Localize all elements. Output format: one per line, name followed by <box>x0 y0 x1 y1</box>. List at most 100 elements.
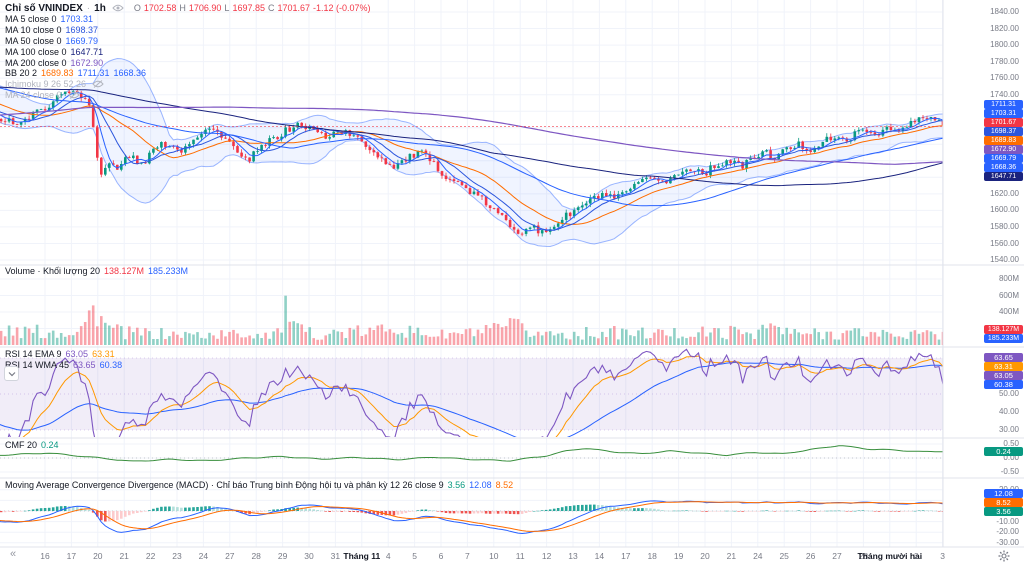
symbol-title-row[interactable]: Chỉ số VNINDEX · 1h O 1702.58 H 1706.90 L 169… <box>5 2 371 14</box>
indicator-value: 8.52 <box>495 480 514 491</box>
eye-off-icon[interactable] <box>92 80 104 89</box>
axis-price-chip: 63.05 <box>984 371 1023 381</box>
time-axis-label[interactable]: 4 <box>385 551 391 561</box>
time-axis-label[interactable]: 5 <box>412 551 417 561</box>
double-chevron-icon[interactable]: « <box>10 548 17 560</box>
time-axis-label[interactable]: 31 <box>330 551 341 561</box>
time-axis-label[interactable]: 7 <box>465 551 470 561</box>
eye-off-icon[interactable] <box>67 91 80 99</box>
time-axis-label[interactable]: 23 <box>172 551 182 561</box>
axis-tick-label: 1840.00 <box>990 7 1019 16</box>
time-axis-label[interactable]: 16 <box>40 551 50 561</box>
time-axis-label[interactable]: 26 <box>805 551 816 561</box>
ohlc-key: C <box>267 3 275 13</box>
time-axis-label[interactable]: 17 <box>66 551 77 561</box>
axis-price-chip: 185.233M <box>984 333 1023 343</box>
chevron-down-icon <box>8 371 15 376</box>
time-axis-label[interactable]: 14 <box>594 551 605 561</box>
axis-tick-label: -30.00 <box>996 537 1019 547</box>
axis-price-chip: 1668.36 <box>984 162 1023 172</box>
time-axis-label[interactable]: 2 <box>913 551 919 561</box>
indicator-value: 3.56 <box>447 480 466 491</box>
time-axis-label[interactable]: 11 <box>515 551 525 561</box>
time-axis-label[interactable]: 18 <box>647 551 657 561</box>
axis-tick-label: 0.00 <box>1003 453 1019 462</box>
time-axis-label[interactable]: 21 <box>119 551 129 561</box>
symbol-title[interactable]: Chỉ số VNINDEX <box>5 2 83 14</box>
macd-label: Moving Average Convergence Divergence (M… <box>5 480 444 491</box>
time-axis-label[interactable]: 12 <box>541 551 552 561</box>
time-axis-label[interactable]: 22 <box>145 551 156 561</box>
axis-tick-label: 40.00 <box>998 407 1019 416</box>
axis-price-chip: 1701.67 <box>984 117 1023 127</box>
time-axis-label[interactable]: 6 <box>438 551 444 561</box>
axis-tick-label: 1760.00 <box>990 73 1019 83</box>
time-axis-label[interactable]: 19 <box>673 551 684 561</box>
indicator-row-cmf[interactable]: CMF 20 0.24 <box>5 440 59 451</box>
change-value: -1.12 (-0.07%) <box>313 3 371 13</box>
indicator-row-macd[interactable]: Moving Average Convergence Divergence (M… <box>5 480 513 491</box>
ohlc-value: 1701.67 <box>277 3 311 13</box>
axis-price-chip: 0.24 <box>984 446 1023 456</box>
time-axis-label[interactable]: 24 <box>198 551 209 561</box>
indicator-row[interactable]: Ichimoku 9 26 52 26 <box>5 79 371 90</box>
volume-label: Volume · Khối lượng 20 <box>5 266 100 277</box>
axis-tick-label: 1580.00 <box>990 221 1019 231</box>
time-axis-label[interactable]: 28 <box>251 551 261 561</box>
rsi1-label: RSI 14 EMA 9 <box>5 349 62 360</box>
time-axis-label[interactable]: 28 <box>858 551 869 561</box>
time-axis-settings-button[interactable] <box>997 549 1011 563</box>
macd-pane-legend: Moving Average Convergence Divergence (M… <box>5 480 513 491</box>
indicator-value: 0.24 <box>41 440 59 451</box>
eye-icon[interactable] <box>112 4 124 12</box>
time-axis-label[interactable]: 20 <box>700 551 710 561</box>
indicator-value: 1672.90 <box>70 57 104 68</box>
indicator-value: 1711.31 <box>77 68 110 79</box>
time-axis-label[interactable]: 21 <box>726 551 737 561</box>
time-axis-label[interactable]: 3 <box>940 551 945 561</box>
title-separator: · <box>86 2 91 14</box>
time-axis-month-label[interactable]: Tháng 11 <box>343 551 381 561</box>
axis-price-chip: 12.08 <box>984 489 1023 498</box>
axis-tick-label: 400M <box>998 307 1019 316</box>
time-axis-label[interactable]: 25 <box>779 551 789 561</box>
time-axis-label[interactable]: 17 <box>621 551 631 561</box>
pane-maximize-button[interactable] <box>4 366 19 381</box>
indicator-value: 12.08 <box>469 480 492 491</box>
indicator-row[interactable]: MA 100 close 0 1647.71 <box>5 46 371 57</box>
ohlc-value: 1697.85 <box>232 3 265 13</box>
rsi2-label: RSI 14 WMA 45 <box>5 360 70 371</box>
axis-tick-label: 1600.00 <box>990 205 1019 215</box>
time-axis-label[interactable]: 27 <box>832 551 842 561</box>
axis-tick-label: -20.00 <box>996 527 1019 537</box>
indicator-value: 1669.79 <box>65 35 99 46</box>
axis-tick-label: -0.50 <box>1000 467 1019 476</box>
time-axis-label[interactable]: 29 <box>277 551 288 561</box>
interval-selector[interactable]: 1h <box>94 2 106 14</box>
time-axis-label[interactable]: 20 <box>93 551 103 561</box>
time-axis-month-label[interactable]: Tháng mười hai <box>857 551 923 561</box>
indicator-row-rsi-2[interactable]: RSI 14 WMA 45 63.65 60.38 <box>5 360 122 371</box>
axis-tick-label: 1560.00 <box>990 238 1019 248</box>
indicator-row-volume[interactable]: Volume · Khối lượng 20 138.127M 185.233M <box>5 266 188 277</box>
time-axis-label[interactable]: 24 <box>753 551 763 561</box>
indicator-row[interactable]: MA 24 close 0 <box>5 90 371 101</box>
indicator-row[interactable]: BB 20 2 1689.83 1711.31 1668.36 <box>5 68 371 79</box>
indicator-row-rsi-1[interactable]: RSI 14 EMA 9 63.05 63.31 <box>5 349 122 360</box>
axis-price-chip: 1647.71 <box>984 171 1023 181</box>
ohlc-key: O <box>133 3 141 13</box>
indicator-label: MA 24 close 0 <box>5 89 62 100</box>
indicator-row[interactable]: MA 10 close 0 1698.37 <box>5 25 371 36</box>
volume-values: 138.127M 185.233M <box>104 266 188 276</box>
indicator-row[interactable]: MA 5 close 0 1703.31 <box>5 14 371 25</box>
time-axis-label[interactable]: 30 <box>304 551 314 561</box>
indicator-value: 63.31 <box>92 349 115 360</box>
time-axis-label[interactable]: 13 <box>568 551 578 561</box>
indicator-label: MA 10 close 0 <box>5 25 62 36</box>
time-axis-label[interactable]: 10 <box>489 551 499 561</box>
ohlc-key: L <box>224 3 230 13</box>
indicator-row[interactable]: MA 50 close 0 1669.79 <box>5 36 371 47</box>
time-axis-label[interactable]: 27 <box>225 551 235 561</box>
indicator-row[interactable]: MA 200 close 0 1672.90 <box>5 57 371 68</box>
